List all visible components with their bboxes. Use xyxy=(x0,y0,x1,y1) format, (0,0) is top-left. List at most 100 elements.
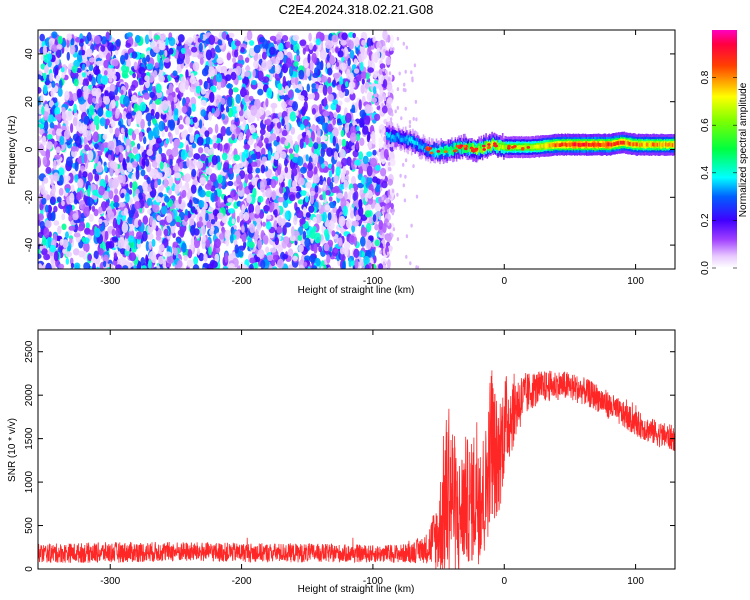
spectrogram-noise-cell xyxy=(87,172,94,182)
spectrogram-noise-cell xyxy=(341,138,347,147)
spectrogram-noise-cell xyxy=(55,113,62,121)
spectrogram-noise-cell xyxy=(306,83,310,93)
spectrogram-noise-cell xyxy=(38,231,44,239)
spectrogram-noise-cell xyxy=(353,236,358,247)
spectrogram-noise-cell xyxy=(352,32,357,39)
spectrogram-noise-cell xyxy=(353,248,360,258)
spectrogram-noise-cell xyxy=(262,191,267,198)
spectrogram-noise-cell xyxy=(88,229,95,236)
spectrogram-signal-cell xyxy=(416,140,419,152)
spectrogram-noise-cell xyxy=(258,36,266,43)
spectrogram-noise-cell xyxy=(336,192,344,199)
spectrogram-noise-cell xyxy=(185,69,189,80)
spectrogram-noise-cell xyxy=(366,72,370,80)
spectrogram-noise-cell xyxy=(257,81,264,90)
spectrogram-noise-cell xyxy=(387,84,393,91)
spectrogram-noise-cell xyxy=(219,143,223,152)
spectrogram-noise-cell xyxy=(143,186,148,195)
spectrogram-noise-cell xyxy=(273,220,278,231)
spectrogram-noise-cell xyxy=(110,200,115,209)
spectrogram-noise-cell xyxy=(78,269,82,277)
spectrogram-noise-cell xyxy=(109,102,113,113)
spectrogram-noise-cell xyxy=(198,42,203,53)
spectrogram-noise-cell xyxy=(381,210,385,215)
spectrogram-noise-cell xyxy=(109,160,116,169)
spectrogram-noise-cell xyxy=(267,254,274,261)
spectrogram-noise-cell xyxy=(292,34,300,42)
spectrogram-noise-cell xyxy=(342,205,348,217)
spectrogram-noise-cell xyxy=(81,49,86,56)
spectrogram-noise-cell xyxy=(131,94,138,103)
spectrogram-noise-cell xyxy=(243,95,250,102)
spectrogram-noise-cell xyxy=(175,270,180,275)
spectrogram-noise-cell xyxy=(334,268,337,269)
spectrogram-noise-cell xyxy=(91,76,96,87)
spectrogram-noise-cell xyxy=(179,161,184,170)
spectrogram-noise-cell xyxy=(341,261,346,269)
spectrogram-noise-cell xyxy=(38,237,41,245)
spectrogram-noise-cell xyxy=(269,35,277,42)
spectrogram-noise-cell xyxy=(118,202,126,208)
spectrogram-noise-cell xyxy=(109,83,116,92)
spectrogram-noise-cell xyxy=(389,117,393,122)
spectrogram-noise-cell xyxy=(333,248,339,254)
spectrogram-noise-cell xyxy=(198,200,205,208)
spectrogram-noise-cell xyxy=(163,57,170,63)
spectrogram-noise-cell xyxy=(199,216,203,222)
spectrogram-noise-cell xyxy=(344,191,348,202)
spectrogram-noise-cell xyxy=(261,147,266,157)
spectrogram-noise-cell xyxy=(164,195,170,203)
spectrogram-noise-cell xyxy=(218,233,225,240)
spectrogram-noise-cell xyxy=(379,43,382,48)
spectrogram-noise-cell xyxy=(217,39,223,46)
spectrogram-noise-cell xyxy=(364,210,372,218)
spectrogram-noise-cell xyxy=(270,178,277,189)
spectrogram-noise-cell xyxy=(125,192,130,203)
spectrogram-noise-cell xyxy=(303,261,308,267)
spectrogram-noise-cell xyxy=(218,183,222,190)
spectrogram-noise-cell xyxy=(157,52,161,64)
spectrogram-noise-cell xyxy=(389,47,393,52)
spectrogram-noise-cell xyxy=(358,53,365,63)
spectrogram-noise-cell xyxy=(184,79,189,91)
spectrogram-noise-cell xyxy=(243,144,251,150)
spectrogram-noise-cell xyxy=(260,164,266,174)
spectrogram-noise-cell xyxy=(403,82,406,87)
spectrogram-noise-cell xyxy=(180,47,186,55)
spectrogram-noise-cell xyxy=(68,225,76,231)
spectrogram-noise-cell xyxy=(256,221,262,232)
spectrogram-noise-cell xyxy=(378,216,382,220)
spectrogram-noise-cell xyxy=(288,264,294,269)
spectrogram-noise-cell xyxy=(199,57,204,65)
spectrogram-noise-cell xyxy=(376,210,381,217)
spectrogram-noise-cell xyxy=(108,90,116,101)
spectrogram-noise-cell xyxy=(154,34,161,41)
spectrogram-noise-cell xyxy=(65,231,69,239)
spectrogram-noise-cell xyxy=(204,202,208,210)
spectrogram-noise-cell xyxy=(257,88,264,96)
spectrogram-noise-cell xyxy=(372,149,377,156)
spectrogram-noise-cell xyxy=(46,141,53,150)
spectrogram-noise-cell xyxy=(184,215,189,222)
spectrogram-noise-cell xyxy=(307,268,310,269)
spectrogram-noise-cell xyxy=(81,236,86,243)
spectrogram-noise-cell xyxy=(360,176,366,185)
spectrogram-noise-cell xyxy=(199,119,203,129)
spectrogram-noise-cell xyxy=(39,220,45,230)
spectrogram-noise-cell xyxy=(53,205,58,213)
spectrogram-noise-cell xyxy=(52,172,60,182)
spectrogram-noise-cell xyxy=(153,46,161,53)
spectrogram-noise-cell xyxy=(125,112,133,120)
spectrogram-noise-cell xyxy=(44,103,49,112)
spectrogram-noise-cell xyxy=(41,135,47,146)
spectrogram-noise-cell xyxy=(194,237,198,249)
spectrogram-noise-cell xyxy=(86,60,90,68)
spectrogram-noise-cell xyxy=(276,135,280,143)
spectrogram-noise-cell xyxy=(353,68,360,74)
spectrogram-noise-cell xyxy=(322,180,327,191)
spectrogram-noise-cell xyxy=(351,175,356,186)
spectrogram-noise-cell xyxy=(191,270,195,275)
spectrogram-noise-cell xyxy=(52,129,56,136)
spectrogram-signal-cell xyxy=(399,130,401,142)
spectrogram-noise-cell xyxy=(300,190,307,196)
